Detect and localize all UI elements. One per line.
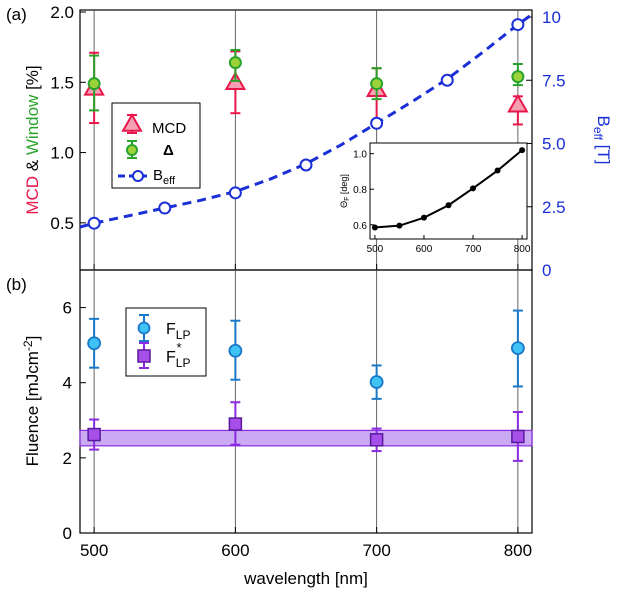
flp-point <box>87 336 102 351</box>
window-point <box>87 77 101 91</box>
window-point <box>511 70 525 84</box>
panel-a-legend: MCD Δ Beff <box>111 102 201 189</box>
x-tick-label: 700 <box>362 541 390 560</box>
beff-point <box>370 116 384 130</box>
inset-frame <box>369 142 528 240</box>
y-tick-label: 2 <box>63 449 72 468</box>
panel-b-label: (b) <box>6 275 27 294</box>
beff-point <box>440 73 454 87</box>
flp-star-point <box>511 429 525 444</box>
legend-flp-star-marker <box>137 349 151 363</box>
window-point <box>370 77 384 91</box>
legend-box <box>111 102 201 189</box>
legend-beff-marker <box>132 170 144 182</box>
right-tick-label: 2.5 <box>542 198 566 217</box>
right-tick-label: 7.5 <box>542 71 566 90</box>
inset-y-tick-label: 0.8 <box>353 185 367 196</box>
panel-a-marks <box>83 18 529 230</box>
inset-y-tick-label: 1.0 <box>353 150 367 161</box>
window-point <box>228 56 242 70</box>
legend-label-flp-star: FLP* <box>166 340 190 370</box>
beff-fit-curve <box>79 13 533 229</box>
left-tick-label: 0.5 <box>50 214 74 233</box>
beff-point <box>87 216 101 230</box>
legend-window-marker <box>126 144 138 156</box>
left-axis-label: MCD & Window [%] <box>23 65 42 214</box>
inset-point <box>494 167 501 174</box>
panel-b: 0 2 4 6 500 600 700 800 (b) Fluence [mJcm-2] wa… <box>6 269 533 588</box>
inset-ticks: 500 600 700 800 0.6 0.8 1.0 <box>353 150 531 255</box>
panel-a: 0.5 1.0 1.5 2.0 0 2.5 5.0 7.5 10 (a) MCD & Windo… <box>6 3 613 280</box>
inset-point <box>519 147 526 154</box>
legend-label-beff: Beff <box>153 167 176 187</box>
right-axis-label: Beff [T] <box>591 115 613 164</box>
inset-x-tick-label: 600 <box>416 244 433 255</box>
y-tick-label: 4 <box>63 374 72 393</box>
inset-line <box>371 147 526 231</box>
inset-x-tick-label: 700 <box>465 244 482 255</box>
legend-markers <box>137 314 151 369</box>
beff-point <box>299 158 313 172</box>
flp-star-point <box>228 417 243 431</box>
fluence-band-rect <box>79 429 533 447</box>
mcd-point <box>507 93 529 113</box>
fluence-band <box>79 429 533 447</box>
inset-point <box>420 214 427 221</box>
x-tick-label: 800 <box>504 541 532 560</box>
inset-point <box>396 222 403 229</box>
panel-b-marks <box>87 309 525 462</box>
left-axis-label-part: & <box>23 155 42 176</box>
beff-point <box>228 186 242 200</box>
y-tick-label: 0 <box>63 524 72 543</box>
inset-x-tick-label: 500 <box>367 244 384 255</box>
panel-b-ylabel: Fluence [mJcm-2] <box>21 336 42 467</box>
flp-point <box>510 341 525 356</box>
panel-b-frame <box>79 269 533 534</box>
panel-b-ticks: 0 2 4 6 500 600 700 800 <box>63 299 533 560</box>
flp-star-point <box>87 427 101 442</box>
legend-mcd-marker <box>121 112 143 132</box>
left-axis-label-part: Window <box>23 94 42 155</box>
inset-point <box>445 202 452 209</box>
left-tick-label: 1.5 <box>50 73 74 92</box>
inset-plot: 500 600 700 800 0.6 0.8 1.0 ΘF [deg] <box>339 142 531 255</box>
inset-x-tick-label: 800 <box>514 244 531 255</box>
panel-b-legend: FLP FLP* <box>125 307 207 377</box>
beff-point <box>158 201 172 215</box>
x-tick-label: 500 <box>80 541 108 560</box>
beff-fit-line <box>79 13 533 229</box>
x-axis-label: wavelength [nm] <box>243 569 368 588</box>
legend-markers <box>118 112 148 182</box>
inset-point <box>470 185 477 192</box>
flp-point <box>369 375 384 389</box>
beff-point <box>511 18 525 32</box>
right-tick-label: 10 <box>542 8 561 27</box>
legend-label-flp: FLP <box>166 321 190 342</box>
legend-flp-marker <box>137 321 151 335</box>
y-tick-label: 6 <box>63 299 72 318</box>
legend-label-mcd: MCD <box>152 120 186 137</box>
panel-a-ticks: 0.5 1.0 1.5 2.0 0 2.5 5.0 7.5 10 <box>50 3 565 280</box>
inset-point <box>371 224 378 231</box>
left-tick-label: 1.0 <box>50 144 74 163</box>
inset-ylabel: ΘF [deg] <box>339 174 351 208</box>
flp-point <box>228 343 243 358</box>
left-tick-label: 2.0 <box>50 3 74 22</box>
inset-y-tick-label: 0.6 <box>353 221 367 232</box>
panel-a-label: (a) <box>6 5 27 24</box>
x-tick-label: 600 <box>221 541 249 560</box>
left-axis-label-part: [%] <box>23 65 42 94</box>
left-axis-label-part: MCD <box>23 176 42 215</box>
legend-label-delta: Δ <box>163 142 174 159</box>
flp-star-point <box>369 433 384 447</box>
right-tick-label: 5.0 <box>542 135 566 154</box>
right-tick-label: 0 <box>542 261 551 280</box>
